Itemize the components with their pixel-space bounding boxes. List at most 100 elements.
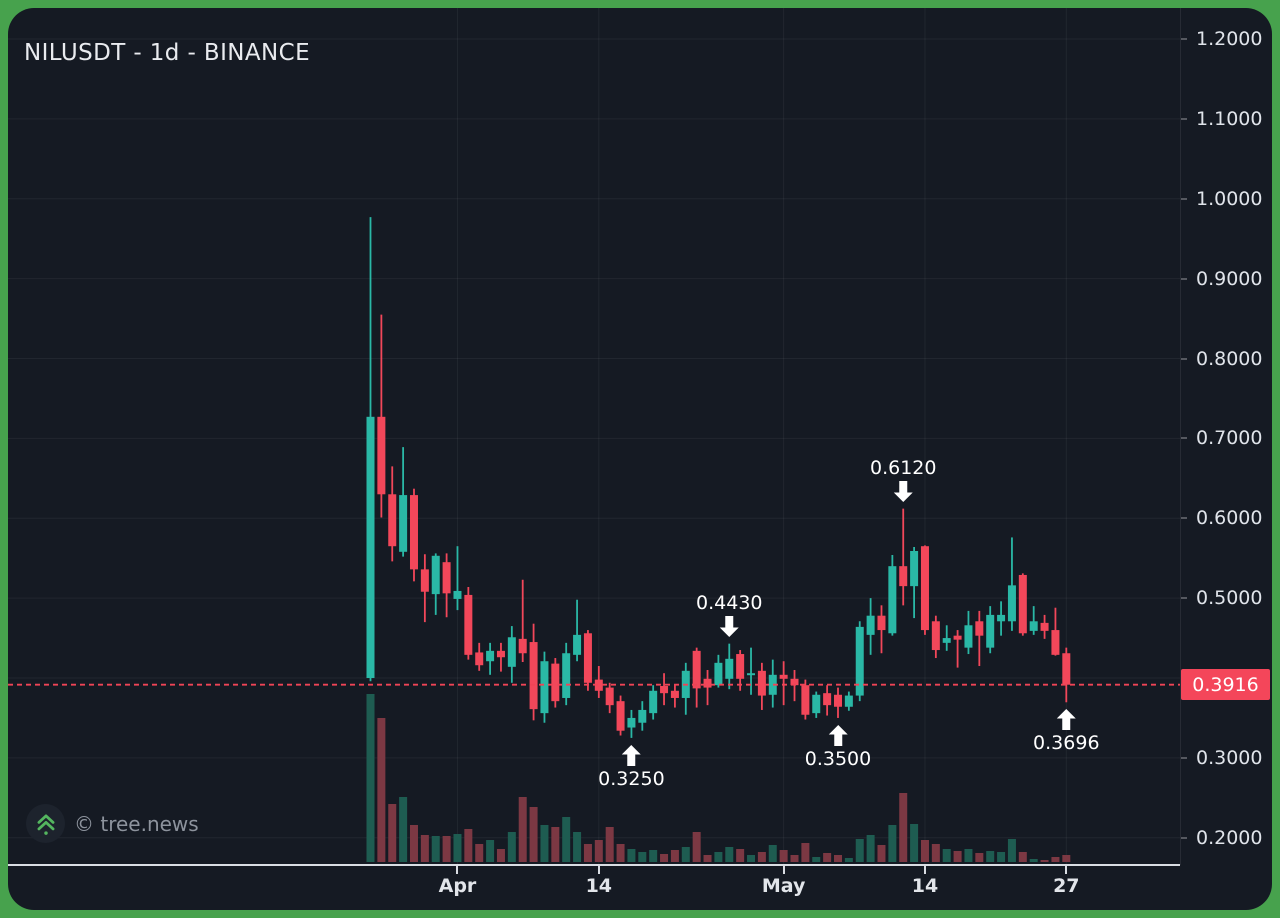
volume-bar [855,839,864,862]
volume-bar [366,694,375,862]
volume-bar [562,817,571,862]
volume-bar [594,840,603,862]
volume-bar [573,832,582,862]
annotation-text: 0.3250 [598,767,665,790]
price-annotation: 0.3696 [1033,709,1100,754]
volume-bar [638,852,647,862]
volume-bar [453,834,462,862]
candle-body [1018,574,1027,634]
time-axis-tick [1065,866,1068,874]
candle-body [877,615,886,631]
volume-bar [681,847,690,862]
arrow-up-icon [621,744,641,766]
volume-bar [442,836,451,862]
volume-bar [388,804,397,862]
candle-body [551,663,560,702]
volume-bar [899,793,908,862]
candle-body [453,590,462,599]
annotation-text: 0.3500 [804,747,872,770]
volume-bar [1018,852,1027,862]
price-axis-label: 0.9000 [1196,267,1263,290]
candle-body [486,650,495,662]
time-axis-label: 27 [1053,875,1080,897]
candle-body [1040,622,1049,631]
price-axis-tick [1181,117,1187,120]
price-axis-label: 0.5000 [1196,587,1263,610]
volume-bar [649,850,658,862]
candle-body [562,653,571,698]
candle-body [779,674,788,679]
volume-bar [605,827,614,862]
price-annotation: 0.4430 [696,592,763,637]
candle-body [399,495,408,552]
candle-body [801,685,810,715]
volume-bar [942,849,951,862]
candle-body [507,637,516,667]
volume-bar [888,825,897,862]
volume-bar [1040,860,1049,862]
price-axis-tick [1181,38,1187,40]
price-axis-label: 0.7000 [1196,427,1263,450]
volume-bar [953,851,962,862]
price-axis-label: 0.3000 [1196,746,1263,769]
volume-bar [747,855,756,862]
volume-bar [627,849,636,862]
volume-bar [812,857,821,862]
volume-bar [420,835,429,862]
volume-bar [660,854,669,862]
price-axis-label: 1.2000 [1196,28,1263,50]
candle-body [431,555,440,595]
candle-body [997,614,1006,622]
volume-bar [507,832,516,862]
volume-bar [464,829,473,862]
candle-body [953,635,962,640]
price-annotation: 0.6120 [870,457,936,502]
volume-bar [910,824,919,862]
time-axis-label: 14 [911,875,939,897]
volume-bar [409,825,418,862]
price-axis-tick [1181,197,1187,200]
volume-bar [431,836,440,862]
volume-bar [823,853,832,862]
volume-bar [997,852,1006,862]
arrow-up-icon [1056,709,1076,731]
volume-bar [790,855,799,862]
candle-body [714,662,723,686]
time-axis-line [8,864,1180,866]
candle-body [1007,585,1016,622]
price-axis-label: 0.2000 [1196,826,1263,849]
volume-bar [920,840,929,862]
volume-bar [844,858,853,862]
candle-body [627,717,636,728]
volume-bar [1029,859,1038,862]
candle-body [757,670,766,696]
price-axis-label: 1.0000 [1196,187,1263,210]
volume-bar [540,825,549,862]
candle-body [540,661,549,714]
price-axis-border [1180,8,1181,865]
volume-bar [714,852,723,862]
volume-bar [399,797,408,862]
candle-body [377,416,386,495]
candle-body [899,566,908,587]
volume-bar [692,832,701,862]
volume-bar [551,827,560,862]
candle-body [518,638,527,654]
last-price-badge: 0.3916 [1181,669,1270,700]
candle-body [768,674,777,695]
candle-body [475,652,484,666]
volume-bar [779,850,788,862]
candle-body [692,650,701,689]
volume-bar [768,845,777,862]
candle-body [638,709,647,723]
candle-body [409,495,418,570]
annotation-text: 0.6120 [869,456,937,479]
time-axis-label: May [761,875,806,897]
volume-bar [583,844,592,862]
volume-bar [975,853,984,862]
time-axis-label: Apr [438,875,477,897]
candle-body [975,621,984,636]
volume-bar [725,847,734,862]
candle-body [670,690,679,698]
